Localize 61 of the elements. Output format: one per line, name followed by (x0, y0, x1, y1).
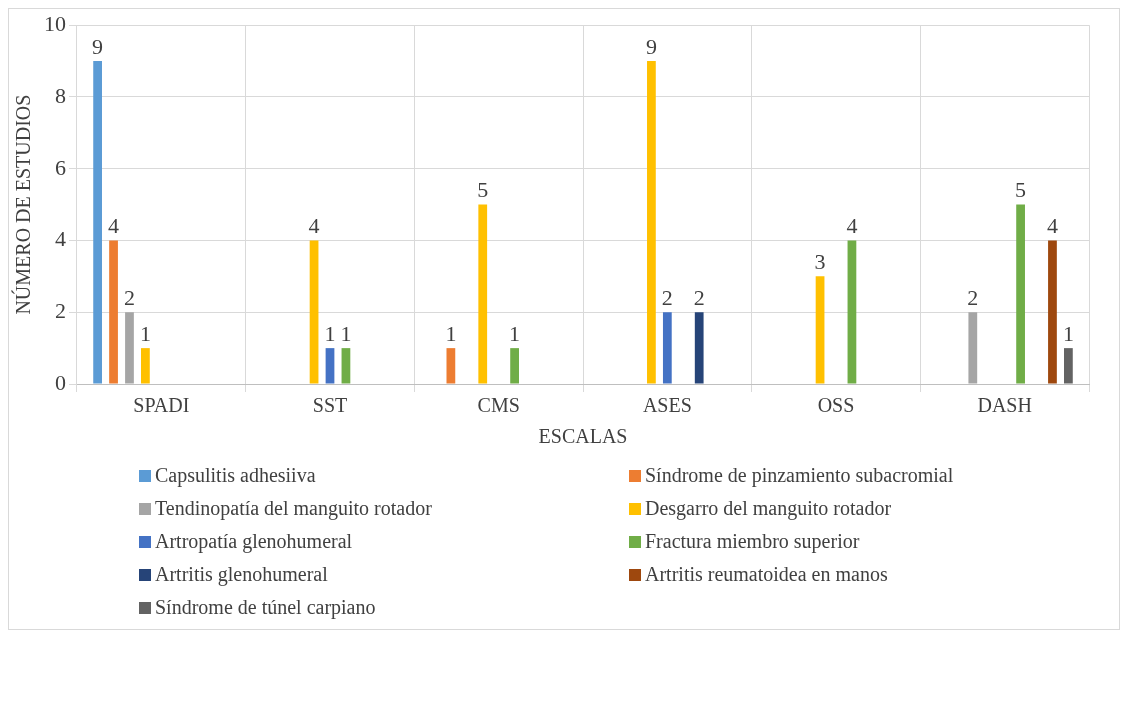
bar (109, 240, 118, 384)
x-tick-label: CMS (477, 394, 520, 417)
bar (662, 312, 672, 384)
data-label: 1 (340, 320, 352, 346)
data-label: 1 (509, 320, 521, 346)
legend-label: Artropatía glenohumeral (155, 530, 353, 553)
data-label: 1 (324, 320, 336, 346)
legend-label: Capsulitis adhesiiva (155, 464, 316, 487)
x-tick-label: SST (312, 394, 348, 417)
legend-label: Tendinopatía del manguito rotador (155, 497, 432, 520)
y-tick-label: 6 (55, 154, 66, 180)
data-label: 2 (661, 285, 673, 311)
bar (694, 312, 704, 384)
bar (478, 204, 488, 384)
data-label: 4 (846, 213, 858, 239)
data-label: 4 (308, 213, 320, 239)
data-label: 9 (645, 33, 657, 59)
data-label: 9 (92, 33, 104, 59)
y-tick-label: 4 (55, 226, 66, 252)
y-tick-label: 8 (55, 82, 66, 108)
data-label: 5 (477, 177, 489, 203)
legend-label: Artritis glenohumeral (155, 563, 328, 586)
x-axis-title: ESCALAS (538, 425, 628, 448)
data-label: 2 (123, 285, 135, 311)
data-label: 2 (967, 285, 979, 311)
bar (446, 348, 456, 384)
y-tick-label: 2 (55, 298, 66, 324)
legend-label: Artritis reumatoidea en manos (645, 563, 888, 586)
bar (325, 348, 335, 384)
legend-label: Síndrome de túnel carpiano (155, 596, 376, 619)
bar (1016, 204, 1025, 384)
data-label: 2 (693, 285, 705, 311)
bar (968, 312, 978, 384)
bar (1064, 348, 1073, 384)
bar (647, 61, 656, 384)
legend-label: Fractura miembro superior (645, 530, 860, 553)
data-label: 3 (814, 249, 826, 275)
bar (341, 348, 351, 384)
bar (309, 240, 319, 384)
data-label: 1 (445, 320, 457, 346)
y-axis-title: NÚMERO DE ESTUDIOS (11, 94, 35, 315)
bar (510, 348, 519, 384)
x-tick-label: SPADI (133, 394, 190, 417)
data-label: 5 (1015, 177, 1027, 203)
bar (1048, 240, 1057, 384)
bar (847, 240, 857, 384)
data-label: 1 (1062, 320, 1074, 346)
x-tick-label: DASH (977, 394, 1032, 417)
bar (815, 276, 825, 384)
y-tick-label: 0 (55, 369, 66, 395)
bar (93, 61, 102, 384)
bar (141, 348, 150, 384)
data-label: 4 (1046, 213, 1058, 239)
bar (125, 312, 134, 384)
y-tick-label: 10 (44, 10, 66, 36)
x-tick-label: ASES (642, 394, 692, 417)
x-tick-label: OSS (817, 394, 855, 417)
legend-label: Síndrome de pinzamiento subacromial (645, 464, 954, 487)
legend-label: Desgarro del manguito rotador (645, 497, 892, 520)
data-label: 1 (139, 320, 151, 346)
data-label: 4 (108, 213, 120, 239)
